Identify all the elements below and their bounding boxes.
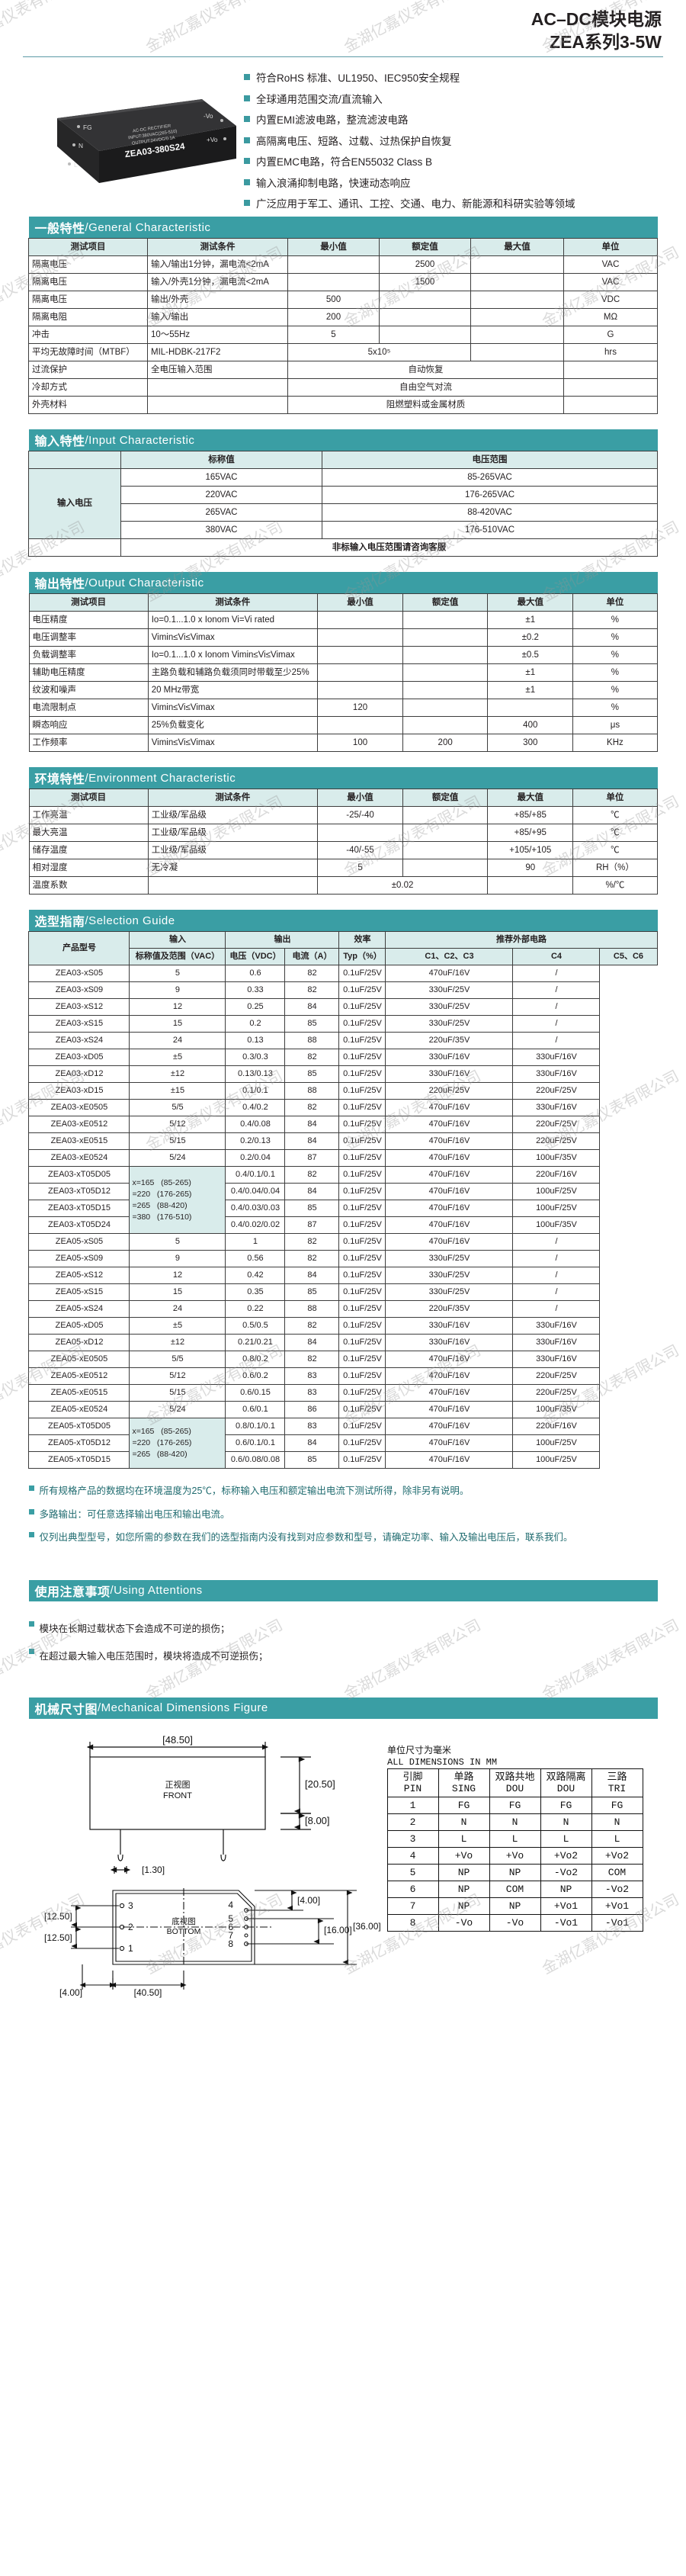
svg-text:[20.50]: [20.50] [305,1778,335,1790]
svg-text:[1.30]: [1.30] [142,1865,165,1875]
svg-text:-Vo: -Vo [204,112,213,120]
svg-text:L: L [74,161,78,169]
svg-text:单位尺寸为毫米: 单位尺寸为毫米 [387,1744,451,1755]
svg-text:[12.50]: [12.50] [44,1911,72,1922]
svg-text:4: 4 [228,1900,233,1910]
svg-text:[40.50]: [40.50] [133,1987,162,1998]
svg-text:[36.00]: [36.00] [353,1921,381,1932]
svg-text:[8.00]: [8.00] [305,1815,330,1826]
svg-text:+Vo: +Vo [207,136,218,143]
svg-text:FG: FG [83,124,92,131]
svg-text:FRONT: FRONT [163,1791,192,1800]
svg-text:2: 2 [128,1922,133,1932]
svg-text:8: 8 [228,1938,233,1949]
svg-text:N: N [79,142,83,149]
svg-text:底视图: 底视图 [172,1916,196,1926]
svg-text:[48.50]: [48.50] [162,1734,193,1746]
svg-text:[4.00]: [4.00] [59,1987,82,1998]
svg-text:3: 3 [128,1900,133,1911]
svg-text:正视图: 正视图 [165,1779,190,1790]
svg-text:[12.50]: [12.50] [44,1932,72,1943]
svg-text:1: 1 [128,1943,133,1954]
svg-text:[4.00]: [4.00] [297,1895,320,1906]
svg-text:BOTTOM: BOTTOM [166,1927,200,1936]
svg-text:ALL DIMENSIONS IN MM: ALL DIMENSIONS IN MM [387,1757,497,1768]
